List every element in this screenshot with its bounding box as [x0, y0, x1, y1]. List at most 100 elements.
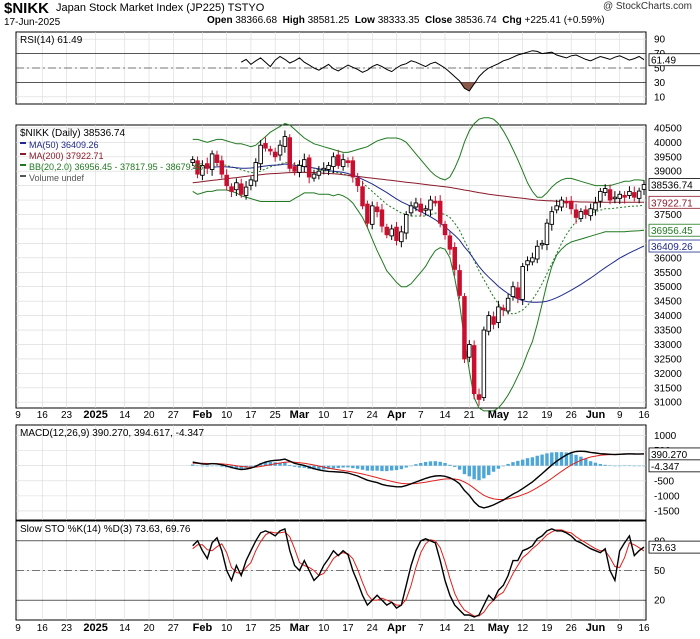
macd-hist-bar	[482, 465, 486, 479]
price-tick-label: 35000	[654, 282, 682, 293]
x-axis-label: 24	[367, 410, 379, 421]
candle-body	[534, 245, 540, 260]
x-axis-label: 12	[517, 410, 529, 421]
macd-panel	[15, 424, 647, 521]
candle-body	[219, 160, 225, 175]
candle-body	[437, 200, 443, 224]
candle-body	[340, 159, 346, 168]
ma200-line	[192, 171, 644, 203]
candle-body	[399, 231, 404, 243]
candle-body	[253, 162, 259, 182]
x-axis-label: Jun	[586, 409, 606, 421]
candle-body	[248, 179, 254, 186]
candle-body	[496, 306, 501, 323]
macd-hist-bar	[516, 460, 520, 466]
macd-hist-bar	[312, 465, 316, 470]
macd-hist-bar	[326, 465, 331, 470]
macd-hist-bar	[210, 465, 214, 467]
macd-hist-bar	[545, 453, 549, 466]
macd-hist-bar	[355, 465, 360, 469]
candle-body	[632, 192, 637, 198]
candle-body	[316, 170, 322, 176]
macd-hist-bar	[234, 465, 239, 469]
candle-body	[418, 203, 424, 213]
macd-hist-bar	[472, 465, 476, 480]
candle-body	[578, 211, 584, 220]
rsi-last-value: 61.49	[651, 56, 676, 67]
x-axis-label: 7	[418, 623, 424, 634]
candle-body	[501, 307, 506, 311]
candle-body	[612, 196, 618, 200]
candle-body	[282, 136, 288, 147]
macd-hist-bar	[622, 465, 627, 467]
x-axis-label: 20	[143, 623, 155, 634]
candle-body	[389, 228, 394, 237]
price-tick-label: 40500	[654, 123, 682, 134]
macd-tick-label: -500	[654, 476, 674, 487]
legend-item-bb-20-2-0-: BB(20,2.0) 36956.45 - 37817.95 - 38679.4…	[29, 162, 203, 172]
candle-body	[593, 202, 598, 211]
macd-hist-bar	[462, 465, 467, 475]
candle-body	[481, 329, 487, 399]
candle-body	[306, 157, 312, 178]
candle-body	[258, 144, 263, 165]
candle-body	[200, 164, 205, 176]
chart-date: 17-Jun-2025	[4, 17, 61, 28]
x-axis-label: Mar	[290, 409, 310, 421]
x-axis-label: 9	[617, 410, 623, 421]
price-last-label-2: 36956.45	[651, 226, 693, 237]
rsi-tick-label: 50	[654, 64, 666, 75]
macd-hist-bar	[593, 462, 598, 466]
x-axis-label: 16	[638, 623, 650, 634]
macd-hist-bar	[200, 465, 205, 467]
macd-hist-bar	[370, 465, 374, 471]
macd-hist-bar	[443, 463, 447, 466]
candle-body	[195, 160, 200, 175]
macd-hist-bar	[414, 464, 418, 466]
price-tick-label: 34500	[654, 297, 682, 308]
macd-last-label-0: 390.270	[651, 450, 688, 461]
candle-body	[292, 166, 297, 172]
macd-hist-bar	[433, 461, 438, 466]
x-axis-label: 20	[143, 410, 155, 421]
sto-d-line	[192, 529, 645, 617]
macd-hist-bar	[268, 461, 273, 466]
price-last-label-3-box	[648, 239, 700, 253]
legend-swatch	[20, 153, 26, 155]
bb-upper-line	[192, 117, 645, 198]
macd-hist-bar	[283, 462, 287, 466]
price-tick-label: 33000	[654, 340, 682, 351]
macd-hist-bar	[409, 465, 413, 467]
macd-hist-bar	[249, 465, 253, 467]
macd-line	[192, 450, 645, 509]
price-last-label-0: 38536.74	[651, 181, 693, 192]
x-axis-label: Jun	[586, 622, 606, 634]
candle-body	[379, 209, 385, 227]
x-axis-label: 14	[439, 410, 451, 421]
candle-body	[515, 287, 521, 299]
legend-swatch	[20, 142, 26, 144]
macd-hist-bar	[438, 461, 442, 466]
candle-body	[617, 193, 622, 199]
price-last-label-2-box	[648, 223, 700, 237]
price-tick-label: 35500	[654, 268, 682, 279]
macd-hist-bar	[627, 465, 632, 467]
macd-hist-bar	[540, 454, 544, 466]
x-axis-label: Feb	[193, 622, 213, 634]
macd-hist-bar	[569, 453, 573, 466]
macd-hist-bar	[613, 465, 617, 467]
macd-hist-bar	[278, 462, 282, 466]
candle-body	[413, 202, 419, 208]
price-tick-label: 37500	[654, 210, 682, 221]
candle-body	[243, 186, 249, 196]
macd-hist-bar	[574, 454, 578, 466]
x-axis-label: 25	[270, 623, 282, 634]
candle-body	[331, 156, 336, 168]
x-axis-label: 16	[37, 410, 49, 421]
macd-hist-bar	[564, 452, 569, 466]
x-axis-label: 27	[168, 410, 180, 421]
x-axis-label: 2025	[83, 622, 107, 634]
x-axis-label: 14	[119, 410, 131, 421]
macd-hist-bar	[331, 465, 336, 469]
macd-hist-bar	[365, 465, 370, 471]
